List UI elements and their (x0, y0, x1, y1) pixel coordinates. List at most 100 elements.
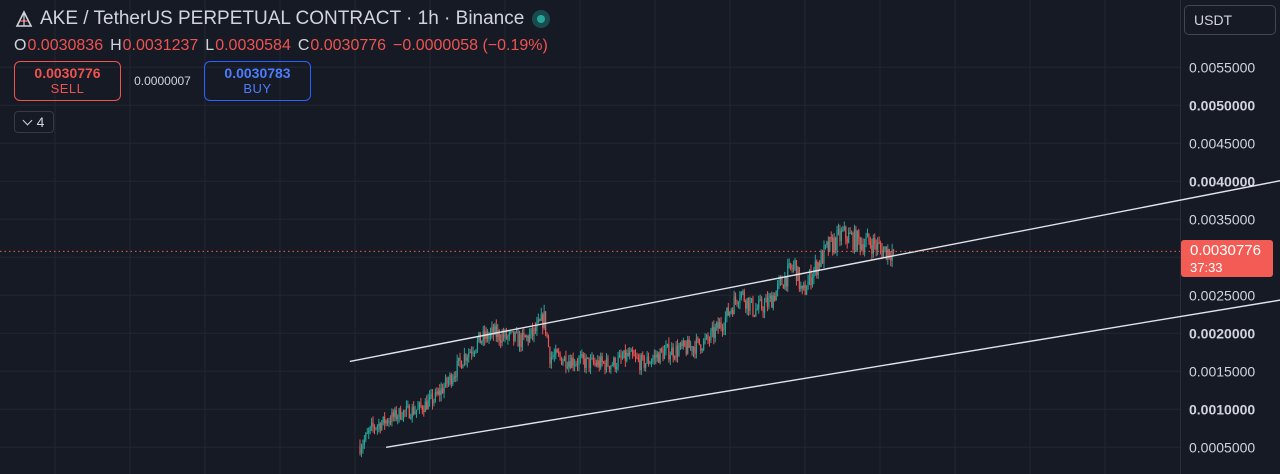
candle-body (833, 237, 835, 253)
candle-body (492, 327, 494, 335)
candle-body (385, 420, 387, 424)
candle-body (565, 356, 567, 368)
candle-body (658, 353, 660, 363)
candle-body (878, 242, 880, 244)
candle-body (394, 410, 396, 417)
candle-body (410, 417, 412, 419)
candle-body (700, 344, 702, 351)
candle-body (514, 332, 516, 341)
candle-body (688, 339, 690, 348)
candle-body (862, 244, 864, 253)
candle-body (845, 226, 847, 239)
candle-body (827, 241, 829, 252)
open-value: 0.0030836 (27, 37, 104, 54)
candle-body (784, 276, 786, 289)
candle-body (569, 361, 571, 368)
candle-body (523, 332, 525, 336)
candle-body (692, 347, 695, 352)
candle-body (637, 357, 639, 360)
currency-select[interactable]: USDT (1184, 5, 1276, 35)
candle-body (682, 340, 684, 346)
candle-body (647, 356, 650, 364)
indicators-toggle-button[interactable]: 4 (14, 111, 54, 133)
candle-body (571, 357, 573, 368)
candle-body (597, 360, 599, 366)
candle-body (891, 250, 893, 261)
sell-button[interactable]: 0.0030776 SELL (14, 61, 121, 101)
candle-body (556, 349, 558, 353)
candle-body (868, 233, 870, 242)
candle-body (365, 433, 367, 440)
candle-body (379, 423, 381, 430)
candle-body (726, 307, 728, 318)
symbol-title[interactable]: AKE / TetherUS PERPETUAL CONTRACT · 1h ·… (40, 8, 525, 29)
candle-body (829, 237, 831, 252)
candle-body (864, 244, 866, 253)
candle-body (732, 309, 734, 315)
candle-body (881, 247, 883, 258)
candle-body (611, 365, 613, 367)
candle-body (408, 405, 410, 419)
candle-body (766, 297, 769, 307)
candle-body (633, 354, 635, 356)
candle-body (626, 353, 628, 361)
candle-body (389, 421, 392, 423)
candle-body (497, 330, 499, 338)
candle-body (507, 336, 509, 339)
candle-body (853, 228, 856, 250)
candle-body (362, 444, 364, 449)
candle-body (714, 327, 716, 338)
candle-body (411, 407, 413, 418)
candle-body (588, 357, 590, 369)
candle-body (501, 333, 503, 343)
candle-body (620, 354, 622, 358)
candle-body (653, 355, 655, 359)
candle-body (481, 340, 483, 344)
close-value: 0.0030776 (310, 37, 387, 54)
candle-body (669, 355, 671, 360)
candle-body (600, 356, 602, 368)
candle-body (655, 355, 657, 358)
candle-body (402, 410, 405, 419)
candle-body (366, 432, 368, 434)
candle-body (527, 336, 529, 342)
candle-body (436, 392, 438, 395)
candle-body (855, 228, 857, 251)
candle-body (468, 352, 470, 358)
candle-body (749, 301, 751, 311)
candle-body (778, 279, 780, 284)
candle-body (562, 360, 564, 365)
candle-body (808, 270, 811, 281)
candle-body (502, 333, 505, 338)
candle-body (559, 353, 561, 358)
candle-body (739, 297, 741, 304)
buy-button[interactable]: 0.0030783 BUY (204, 61, 311, 101)
candle-body (533, 327, 535, 336)
candle-body (788, 263, 790, 265)
candle-body (661, 348, 663, 352)
candle-body (627, 353, 629, 356)
candle-body (517, 331, 519, 347)
candle-body (884, 246, 886, 250)
candle-body (701, 349, 703, 351)
candle-body (704, 338, 706, 340)
candle-body (617, 357, 619, 368)
candle-body (792, 264, 795, 270)
candle-body (603, 362, 605, 364)
candle-body (529, 333, 531, 342)
candle-body (494, 325, 496, 335)
candle-body (537, 319, 539, 323)
candle-body (372, 422, 374, 427)
candle-body (707, 335, 709, 341)
candle-body (420, 402, 422, 407)
candle-body (730, 309, 732, 312)
candle-body (543, 311, 545, 329)
candle-body (703, 339, 705, 350)
candle-body (885, 246, 887, 259)
candle-body (433, 400, 435, 404)
candle-body (536, 322, 538, 332)
candle-body (687, 339, 689, 354)
candle-body (781, 277, 783, 285)
candle-body (807, 280, 809, 290)
